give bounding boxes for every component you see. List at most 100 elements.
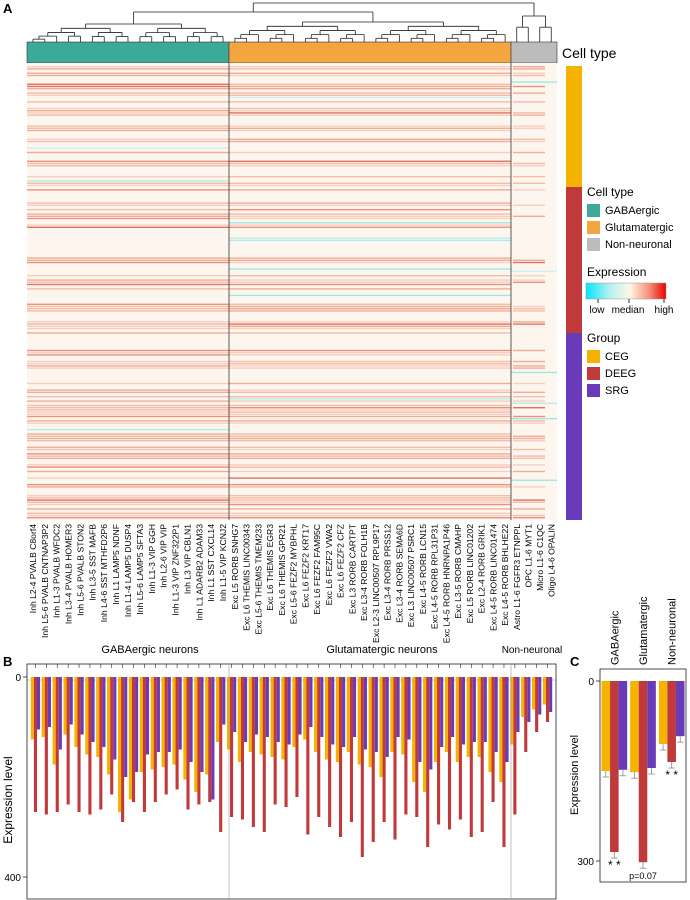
heatmap-row-segment — [27, 365, 229, 367]
bar-srg-40 — [472, 677, 476, 742]
heatmap-row-segment — [27, 74, 229, 77]
bar-deeg-15 — [197, 677, 201, 805]
bar-deeg-21 — [262, 677, 266, 832]
heatmap-row-segment — [229, 92, 511, 94]
heatmap-row-segment — [27, 332, 229, 334]
bar-srg-43 — [505, 677, 509, 762]
bar-ceg-37 — [433, 677, 438, 762]
column-label-exc-l6-fezf2-krt17: Exc L6 FEZF2 KRT17 — [300, 524, 310, 608]
heatmap-row-segment — [27, 512, 229, 514]
panel-c-label: C — [570, 654, 580, 669]
heatmap-row-segment — [27, 279, 229, 281]
heatmap-row-segment — [27, 466, 229, 468]
bar-srg-22 — [276, 677, 280, 742]
bar-srg-3 — [69, 677, 73, 725]
bar-deeg-10 — [142, 677, 146, 812]
heatmap-row-segment — [513, 182, 545, 184]
heatmap-row-segment — [513, 74, 545, 77]
column-label-inh-l4-6-sst-mthfd2p6: Inh L4-6 SST MTHFD2P6 — [99, 524, 109, 622]
heatmap-row-segment — [27, 486, 229, 488]
heatmap-row-segment — [229, 437, 511, 440]
column-label-exc-l6-fezf2-cfz: Exc L6 FEZF2 CFZ — [336, 524, 346, 598]
heatmap-row-segment — [229, 433, 511, 435]
bar-srg-23 — [287, 677, 291, 745]
bar-srg-11 — [156, 677, 160, 752]
heatmap-row-segment — [229, 189, 511, 191]
bar-srg-1 — [47, 677, 51, 727]
heatmap-row-segment — [513, 72, 545, 74]
heatmap-row-segment — [229, 182, 511, 184]
legend-label-gabaergic: GABAergic — [605, 205, 660, 217]
bar-srg-27 — [331, 677, 335, 745]
column-label-exc-l6-themis-gpr21: Exc L6 THEMIS GPR21 — [277, 524, 287, 616]
cell-type-annotation-bar — [26, 41, 558, 64]
heatmap-row-segment — [27, 354, 229, 356]
heatmap-row-segment — [27, 138, 229, 140]
column-label-inh-l1-lamp5-ndnf: Inh L1 LAMP5 NDNF — [111, 524, 121, 605]
legend-swatch-gabaergic — [587, 204, 600, 217]
heatmap-row-segment — [229, 224, 511, 226]
scale-label-median: median — [612, 305, 645, 316]
legend-group-title: Group — [587, 331, 621, 345]
heatmap-row-segment — [229, 281, 511, 283]
heatmap-row-segment — [513, 407, 545, 409]
heatmap-row-segment — [27, 259, 229, 261]
column-label-exc-l3-5-rorb-cmahp: Exc L3-5 RORB CMAHP — [453, 524, 463, 619]
heatmap-row-segment — [27, 484, 229, 486]
heatmap-row-segment — [229, 279, 511, 281]
bar-srg-32 — [385, 677, 389, 757]
bar-deeg-24 — [295, 677, 299, 797]
heatmap-row-segment — [513, 138, 545, 140]
heatmap-row-segment — [229, 151, 511, 154]
heatmap-row-segment — [229, 237, 511, 239]
bar-srg-21 — [265, 677, 269, 737]
heatmap-row-segment — [27, 448, 229, 451]
bar-ceg-23 — [281, 677, 285, 760]
bar-srg-39 — [461, 677, 466, 745]
heatmap-row-segment — [229, 391, 511, 393]
heatmap-row-segment — [513, 85, 545, 88]
heatmap-row-segment — [229, 404, 511, 407]
bar-ceg-24 — [292, 677, 296, 747]
column-label-inh-l1-5-vip-kcnj2: Inh L1-5 VIP KCNJ2 — [218, 524, 228, 601]
column-label-exc-l6-fezf2-fam95c: Exc L6 FEZF2 FAM95C — [312, 524, 322, 615]
annotation-non-neuronal — [510, 41, 558, 64]
heatmap-row-segment — [229, 512, 511, 514]
column-label-exc-l4-5-rorb-lcn15: Exc L4-5 RORB LCN15 — [418, 524, 428, 614]
heatmap-row-segment — [513, 305, 545, 308]
heatmap — [27, 63, 557, 520]
bar-ceg-17 — [216, 677, 220, 742]
bar-ceg-27 — [324, 677, 329, 760]
heatmap-row-segment — [229, 407, 511, 409]
bar-deeg-47 — [546, 677, 550, 722]
heatmap-row-segment — [513, 261, 545, 264]
scale-label-low: low — [589, 305, 605, 316]
heatmap-row-segment — [27, 127, 229, 129]
heatmap-row-segment — [27, 162, 229, 165]
bar-deeg-27 — [328, 677, 332, 827]
heatmap-row-segment — [229, 162, 511, 165]
column-label-exc-l4-5-rorb-rpl31p31: Exc L4-5 RORB RPL31P31 — [430, 524, 440, 629]
heatmap-row-segment — [511, 479, 557, 481]
heatmap-row-segment — [27, 112, 229, 114]
heatmap-row-segment — [229, 484, 511, 486]
bar-ceg-34 — [401, 677, 405, 755]
bar-deeg-26 — [317, 677, 321, 817]
heatmap-background — [27, 63, 557, 520]
column-label-astro-l1-6-fgfr3-etnppl: Astro L1-6 FGFR3 ETNPPL — [512, 524, 522, 630]
chart-c-bar-ceg-glutamatergic — [630, 681, 639, 773]
legend-label-glutamatergic: Glutamatergic — [605, 222, 674, 234]
heatmap-row-segment — [27, 437, 229, 440]
bar-srg-44 — [516, 677, 520, 732]
heatmap-row-segment — [513, 151, 545, 154]
column-labels: Inh L2-4 PVALB C8orf4 Inh L5-6 PVALB CNTN… — [28, 523, 556, 643]
heatmap-row-segment — [27, 204, 229, 206]
bar-deeg-22 — [273, 677, 277, 805]
bar-deeg-18 — [230, 677, 234, 817]
heatmap-row-segment — [229, 239, 511, 242]
heatmap-row-segment — [513, 499, 545, 501]
heatmap-row-segment — [229, 288, 511, 290]
bar-deeg-1 — [44, 677, 48, 815]
column-label-oligo-l4-6-opalin: Oligo L4-6 OPALIN — [546, 524, 556, 597]
heatmap-row-segment — [229, 323, 511, 325]
